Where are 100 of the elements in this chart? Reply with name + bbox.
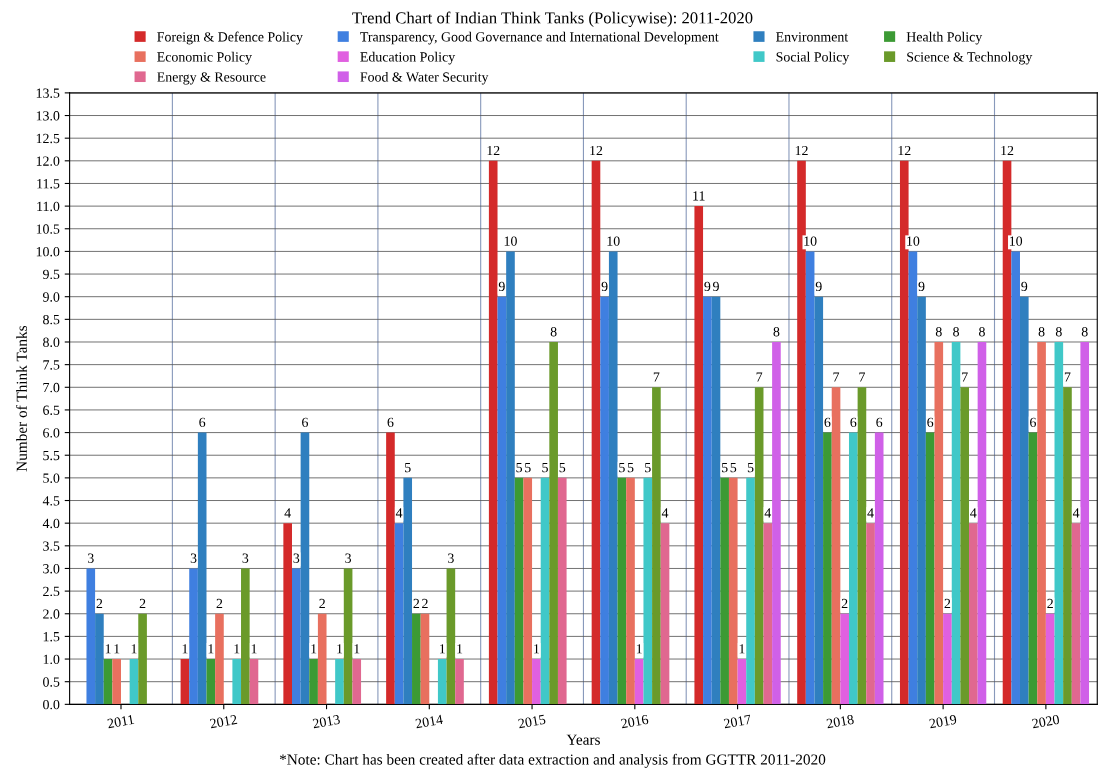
data-label: 1	[131, 644, 137, 654]
x-tick-label: 2014	[415, 714, 444, 729]
bar	[1037, 341, 1046, 705]
bar	[591, 160, 601, 705]
bar	[352, 659, 362, 705]
data-label: 5	[627, 463, 634, 473]
bar	[189, 568, 198, 705]
data-label: 1	[739, 644, 745, 654]
data-label: 3	[293, 553, 300, 563]
y-tick-label: 7.0	[43, 382, 60, 393]
data-label: 1	[234, 644, 240, 654]
data-label: 8	[979, 327, 985, 337]
bar	[660, 523, 670, 705]
bar	[969, 523, 978, 705]
data-label: 12	[1001, 145, 1014, 156]
legend-label: Science & Technology	[907, 51, 1033, 65]
bar	[1071, 523, 1081, 705]
data-label: 3	[448, 553, 454, 563]
data-label: 4	[284, 508, 291, 518]
data-label: 9	[498, 281, 505, 292]
bar	[805, 251, 815, 705]
bar	[763, 523, 773, 705]
y-tick-label: 11.5	[37, 179, 60, 189]
bar	[394, 523, 404, 705]
bar	[617, 477, 627, 705]
data-label: 8	[953, 327, 960, 337]
y-tick-label: 8.0	[43, 337, 60, 348]
y-tick-label: 13.0	[36, 111, 60, 121]
bar	[797, 160, 806, 705]
x-tick-label: 2020	[1031, 714, 1060, 729]
data-label: 2	[422, 598, 428, 609]
y-tick-label: 8.5	[43, 314, 60, 325]
bar	[309, 659, 318, 705]
bar	[488, 160, 498, 705]
data-label: 10	[504, 236, 517, 246]
bar	[403, 477, 413, 705]
y-tick-label: 1.5	[43, 632, 60, 642]
data-label: 12	[487, 145, 500, 156]
y-tick-label: 10.0	[36, 246, 60, 257]
bar	[557, 477, 567, 705]
data-label: 9	[815, 281, 822, 292]
y-axis-title: Number of Think Tanks	[16, 325, 27, 472]
bar	[737, 659, 747, 705]
bar	[549, 341, 558, 705]
data-label: 6	[1030, 417, 1036, 427]
bar	[899, 160, 909, 705]
data-label: 7	[962, 372, 968, 382]
bar	[532, 659, 541, 705]
y-tick-label: 2.0	[43, 609, 60, 619]
x-tick-label: 2013	[312, 714, 341, 729]
bar	[746, 477, 755, 705]
bar	[412, 613, 421, 705]
bar	[908, 251, 918, 705]
bar	[232, 659, 242, 705]
x-tick-label: 2012	[209, 714, 238, 729]
bar	[720, 477, 729, 705]
data-label: 6	[876, 417, 883, 427]
data-label: 12	[898, 145, 911, 156]
data-label: 1	[457, 644, 463, 654]
y-tick-label: 5.0	[43, 473, 60, 483]
y-tick-label: 3.0	[43, 564, 60, 574]
y-tick-label: 4.0	[42, 518, 60, 529]
data-label: 10	[804, 236, 817, 246]
y-tick-label: 1.0	[43, 654, 60, 665]
data-label: 2	[1047, 598, 1053, 609]
bar	[129, 659, 139, 705]
data-label: 4	[661, 508, 669, 518]
data-label: 5	[730, 463, 737, 473]
data-label: 4	[395, 508, 403, 518]
x-tick-label: 2016	[620, 714, 649, 729]
data-label: 9	[712, 281, 719, 292]
bar	[1002, 160, 1012, 705]
bar	[455, 659, 464, 705]
bar	[925, 432, 935, 705]
bar	[772, 341, 781, 705]
bar	[215, 613, 224, 705]
bar	[634, 659, 644, 705]
data-label: 7	[833, 372, 840, 382]
data-label: 9	[1021, 281, 1028, 292]
bar	[138, 613, 147, 705]
y-tick-label: 9.5	[42, 269, 60, 280]
data-label: 4	[970, 508, 977, 518]
data-label: 8	[935, 327, 942, 337]
bar	[626, 477, 635, 705]
y-tick-label: 12.5	[36, 133, 60, 144]
bar	[1063, 387, 1072, 705]
data-label: 1	[251, 644, 257, 654]
y-tick-label: 13.5	[36, 88, 60, 98]
data-label: 7	[859, 372, 866, 382]
data-label: 3	[242, 553, 249, 563]
data-label: 5	[525, 463, 531, 473]
data-label: 5	[721, 463, 728, 473]
data-label: 9	[704, 281, 711, 292]
bar	[437, 659, 447, 705]
bar	[866, 523, 875, 705]
legend-label: Transparency, Good Governance and International Development	[360, 31, 719, 45]
x-tick-label: 2011	[107, 714, 135, 729]
data-label: 9	[918, 281, 925, 292]
data-label: 7	[756, 372, 763, 382]
data-label: 7	[653, 372, 660, 382]
